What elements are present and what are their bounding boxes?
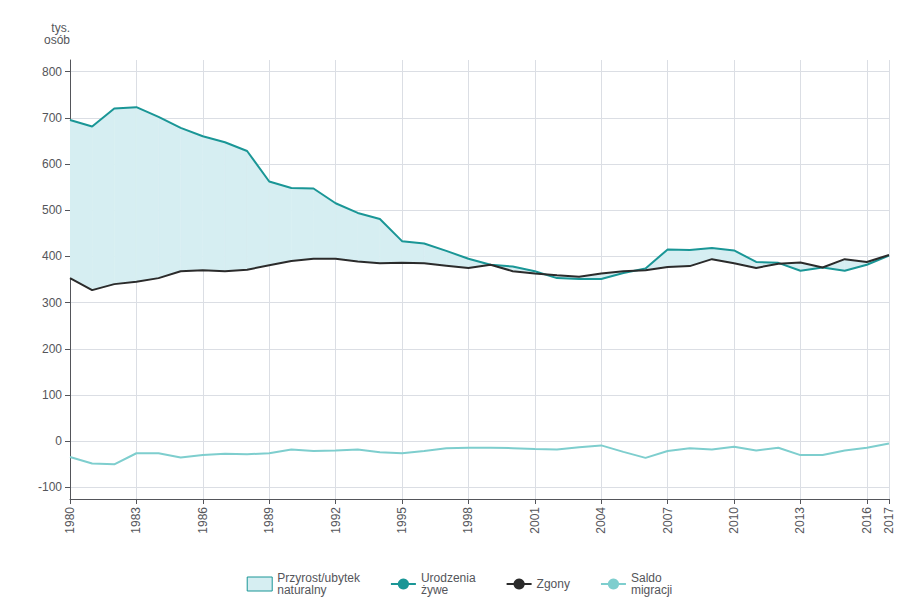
svg-text:migracji: migracji <box>631 583 672 597</box>
svg-text:1983: 1983 <box>129 507 143 534</box>
svg-text:żywe: żywe <box>421 583 449 597</box>
svg-text:1980: 1980 <box>63 507 77 534</box>
svg-text:2010: 2010 <box>727 507 741 534</box>
svg-text:Urodzenia: Urodzenia <box>420 571 476 585</box>
svg-text:600: 600 <box>42 157 62 171</box>
svg-text:1986: 1986 <box>196 507 210 534</box>
svg-text:400: 400 <box>42 249 62 263</box>
svg-text:-100: -100 <box>38 480 62 494</box>
svg-text:1989: 1989 <box>262 507 276 534</box>
svg-text:2007: 2007 <box>661 507 675 534</box>
svg-text:500: 500 <box>42 203 62 217</box>
svg-text:Przyrost/ubytek: Przyrost/ubytek <box>277 571 360 585</box>
svg-text:naturalny: naturalny <box>277 583 326 597</box>
svg-text:2004: 2004 <box>594 507 608 534</box>
svg-text:tys.: tys. <box>51 21 70 35</box>
svg-text:Saldo: Saldo <box>631 571 662 585</box>
svg-text:100: 100 <box>42 388 62 402</box>
svg-text:2016: 2016 <box>860 507 874 534</box>
svg-text:2017: 2017 <box>882 507 896 534</box>
svg-text:200: 200 <box>42 342 62 356</box>
svg-text:2001: 2001 <box>528 507 542 534</box>
svg-text:Zgony: Zgony <box>537 577 570 591</box>
svg-text:1998: 1998 <box>461 507 475 534</box>
svg-text:osób: osób <box>44 33 70 47</box>
svg-text:700: 700 <box>42 111 62 125</box>
svg-text:1992: 1992 <box>329 507 343 534</box>
svg-text:800: 800 <box>42 65 62 79</box>
svg-text:300: 300 <box>42 296 62 310</box>
svg-text:2013: 2013 <box>793 507 807 534</box>
svg-text:1995: 1995 <box>395 507 409 534</box>
svg-text:0: 0 <box>55 434 62 448</box>
